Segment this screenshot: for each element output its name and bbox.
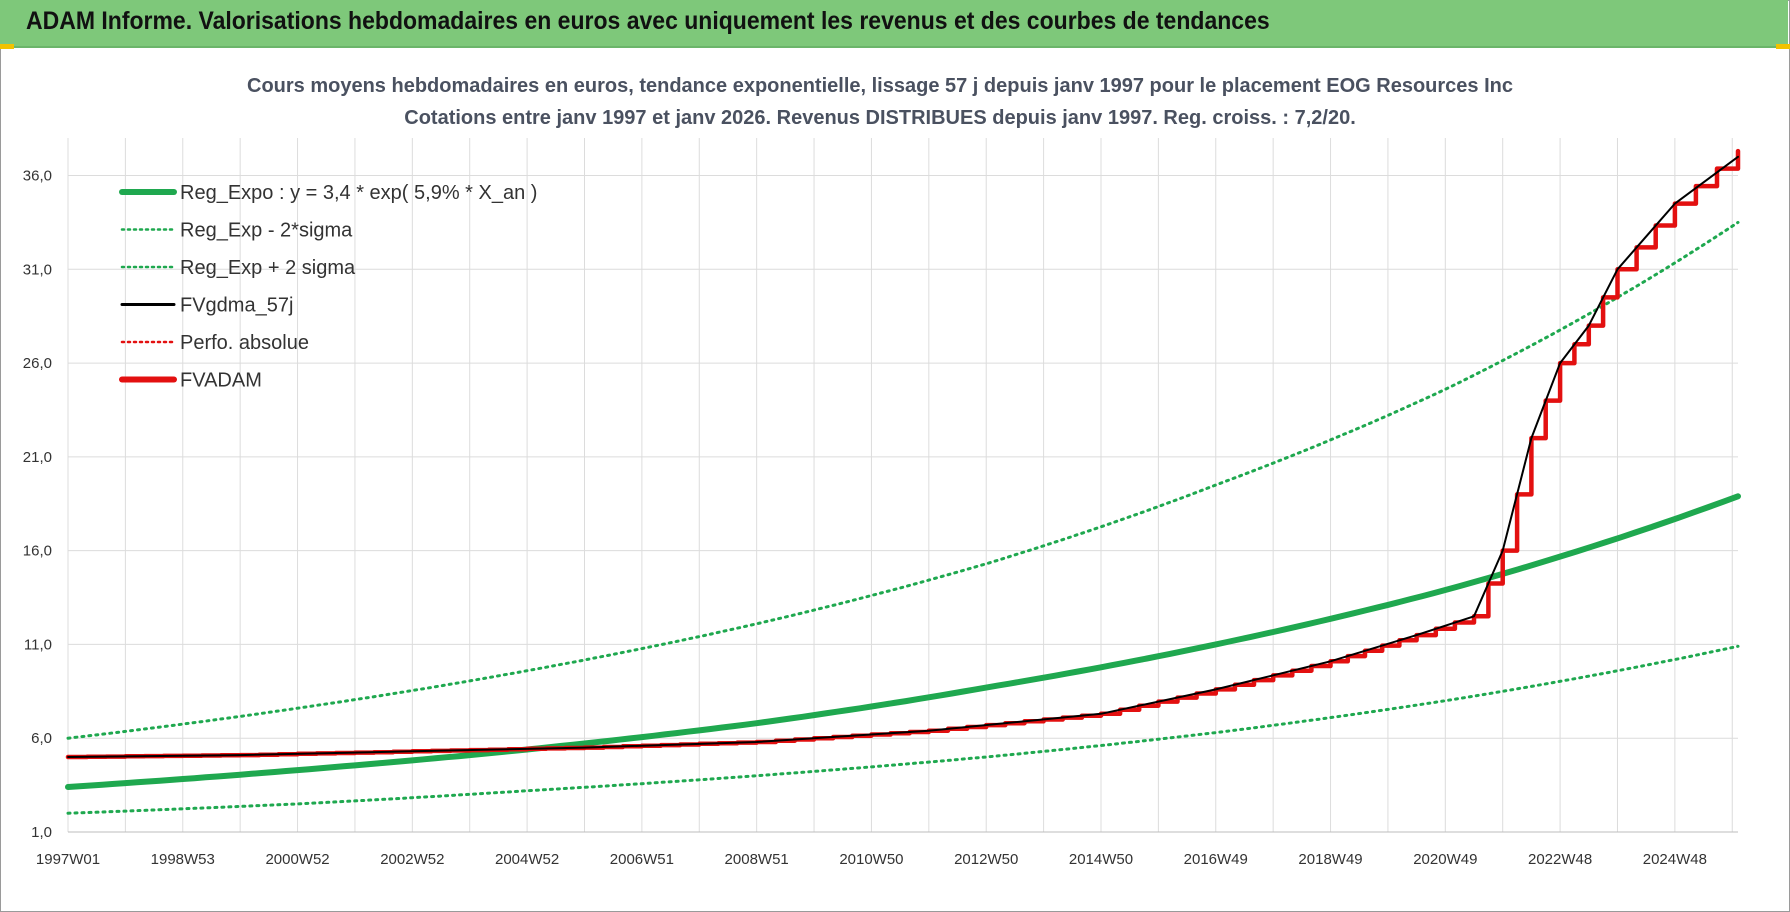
corner-marker	[0, 44, 14, 49]
chart-title-line1: Cours moyens hebdomadaires en euros, ten…	[247, 75, 1513, 97]
legend-label: FVgdma_57j	[180, 295, 293, 317]
header-bar: ADAM Informe. Valorisations hebdomadaire…	[0, 0, 1788, 48]
x-tick-label: 2002W52	[380, 851, 444, 868]
legend-label: Reg_Expo : y = 3,4 * exp( 5,9% * X_an )	[180, 182, 537, 204]
x-tick-label: 2004W52	[495, 851, 559, 868]
series-line-fvadam	[65, 148, 1741, 760]
legend-label: Perfo. absolue	[180, 332, 309, 354]
x-tick-label: 2024W48	[1643, 851, 1707, 868]
x-tick-label: 2014W50	[1069, 851, 1133, 868]
x-tick-label: 2010W50	[839, 851, 903, 868]
legend-label: Reg_Exp + 2 sigma	[180, 257, 356, 279]
y-tick-label: 6,0	[31, 730, 52, 747]
corner-marker	[1776, 44, 1790, 49]
legend-label: Reg_Exp - 2*sigma	[180, 220, 353, 242]
legend-label: FVADAM	[180, 370, 262, 392]
series-line-fvgdma-57j	[67, 155, 1739, 758]
y-tick-label: 31,0	[23, 261, 52, 278]
x-tick-label: 2006W51	[610, 851, 674, 868]
series-line-reg-exp-2-sigma	[66, 644, 1740, 815]
y-tick-label: 21,0	[23, 449, 52, 466]
y-tick-label: 26,0	[23, 355, 52, 372]
x-tick-label: 2020W49	[1413, 851, 1477, 868]
x-tick-label: 2000W52	[265, 851, 329, 868]
x-tick-label: 2018W49	[1298, 851, 1362, 868]
x-tick-label: 2012W50	[954, 851, 1018, 868]
y-tick-label: 36,0	[23, 168, 52, 185]
y-tick-label: 11,0	[24, 636, 52, 653]
x-tick-label: 2022W48	[1528, 851, 1592, 868]
x-tick-label: 2016W49	[1184, 851, 1248, 868]
chart-title-line2: Cotations entre janv 1997 et janv 2026. …	[404, 107, 1356, 129]
x-tick-label: 2008W51	[725, 851, 789, 868]
x-tick-label: 1998W53	[151, 851, 215, 868]
series-line-reg-expo	[65, 493, 1741, 790]
x-tick-label: 1997W01	[36, 851, 100, 868]
report-title: ADAM Informe. Valorisations hebdomadaire…	[26, 7, 1270, 35]
series-line-reg-exp-2-sigma	[66, 220, 1740, 740]
y-tick-label: 1,0	[31, 824, 52, 841]
y-tick-label: 16,0	[23, 543, 52, 560]
